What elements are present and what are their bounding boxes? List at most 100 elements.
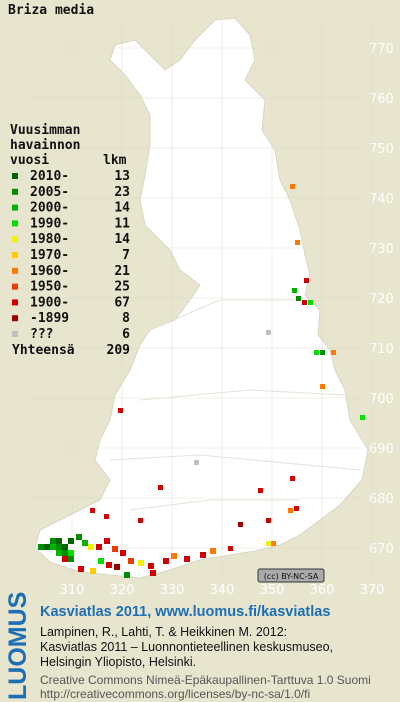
record-square [98,558,104,564]
record-square [302,300,307,305]
record-square [314,350,319,355]
northing-label: 700 [369,392,394,407]
record-square [62,550,68,556]
northing-label: 760 [369,92,394,107]
legend-label: 1980- [30,232,69,247]
legend-swatch [12,220,18,227]
headline: Kasviatlas 2011, www.luomus.fi/kasviatla… [40,604,330,620]
legend-total: 209 [107,343,130,358]
record-square [90,508,95,513]
record-square [78,566,84,572]
record-square [90,568,96,574]
northing-label: 750 [369,142,394,157]
record-square [163,558,169,564]
record-square [44,544,50,550]
legend-count: 14 [114,201,130,216]
record-square [118,408,123,413]
easting-label: 320 [110,583,135,598]
legend-swatch [12,204,18,211]
northing-label: 690 [369,442,394,457]
legend-label: 1990- [30,216,69,231]
record-square [158,485,163,490]
record-square [171,553,177,559]
easting-label: 330 [160,583,185,598]
legend-count: 7 [122,248,130,263]
graticule: 770 760 750 740 730 720 710 700 690 680 670 310 320 3… [30,20,394,598]
record-square [106,562,112,568]
record-square [96,544,102,550]
record-square [184,556,190,562]
easting-label: 360 [310,583,335,598]
legend-swatch [12,188,18,195]
record-square [68,538,74,544]
record-square [128,558,134,564]
legend-count: 25 [114,280,130,295]
record-square [200,552,206,558]
legend-label: 1950- [30,280,69,295]
record-square [331,350,336,355]
legend-count-heading: lkm [103,153,127,168]
record-square [148,563,154,569]
legend-count: 23 [114,185,130,200]
legend-count: 14 [114,232,130,247]
northing-label: 730 [369,242,394,257]
legend-heading: vuosi [10,153,49,168]
record-square [258,488,263,493]
record-square [50,544,56,550]
record-square [290,476,295,481]
record-square [320,384,325,389]
northing-label: 670 [369,542,394,557]
legend-swatch [12,299,18,306]
license-badge: (cc) BY-NC-SA [257,568,325,583]
record-square [76,534,82,540]
species-title: Briza media [8,3,94,18]
legend-count: 6 [122,327,130,342]
legend-label: 2005- [30,185,69,200]
record-square [68,556,74,562]
legend-swatch [12,283,18,290]
northing-label: 680 [369,492,394,507]
record-square [294,506,299,511]
record-square [266,330,271,335]
record-square [112,546,118,552]
legend-label: 2010- [30,169,69,184]
legend-swatch [12,331,18,337]
record-square [290,184,295,189]
license-line: Creative Commons Nimeä-Epäkaupallinen-Ta… [40,673,371,687]
legend-swatch [12,315,18,322]
record-square [210,548,216,554]
legend-label: 2000- [30,201,69,216]
record-square [288,508,293,513]
record-square [38,544,44,550]
record-square [320,350,325,355]
badge-box [257,568,325,583]
record-squares [38,184,365,578]
record-square [292,288,297,293]
record-square [266,518,271,523]
record-square [150,570,156,576]
record-square [88,544,94,550]
legend-label: 1970- [30,248,69,263]
record-square [68,550,74,556]
record-square [138,518,143,523]
record-square [271,541,276,546]
legend-swatch [12,236,18,243]
record-square [194,460,199,465]
record-square [304,278,309,283]
legend-count: 67 [114,295,130,310]
province-borders [109,299,361,511]
citation-line: Lampinen, R., Lahti, T. & Heikkinen M. 2… [40,625,287,639]
citation-line: Kasviatlas 2011 – Luonnontieteellinen ke… [40,640,333,654]
legend-swatch [12,173,18,179]
record-square [296,296,301,301]
legend-label: -1899 [30,311,69,326]
easting-label: 310 [60,583,85,598]
record-square [104,514,109,519]
record-square [104,538,110,544]
legend-count: 11 [114,216,130,231]
record-square [56,538,62,544]
legend-label: ??? [30,327,53,342]
